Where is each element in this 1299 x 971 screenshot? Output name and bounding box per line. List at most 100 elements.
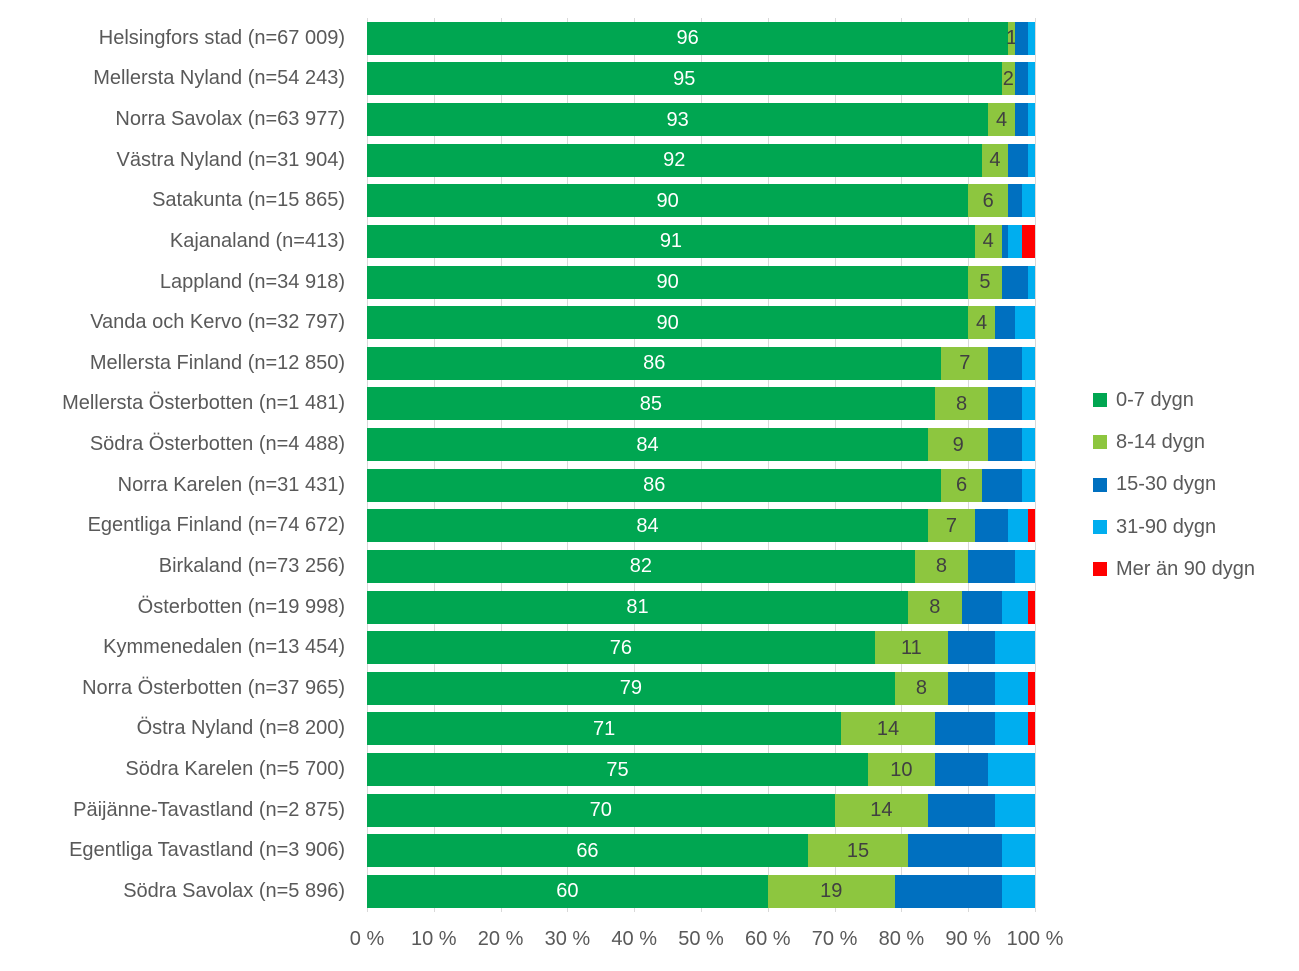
chart-row: Lappland (n=34 918) 90 5: [0, 262, 1035, 303]
bar-segment-0: 90: [367, 265, 969, 299]
bar-segment-3: [1021, 184, 1035, 218]
category-label: Norra Karelen (n=31 431): [117, 473, 345, 496]
bar-value-label: 79: [619, 677, 642, 700]
chart-row: Helsingfors stad (n=67 009) 96 1: [0, 18, 1035, 59]
chart-row: Södra Karelen (n=5 700) 75 10: [0, 749, 1035, 790]
bar-segment-1: 4: [968, 306, 995, 340]
bar-segment-4: [1028, 590, 1035, 624]
bar-segment-3: [1001, 834, 1035, 868]
bar-segment-2: [934, 712, 995, 746]
bar-segment-3: [994, 631, 1035, 665]
bar-value-label: 6: [955, 474, 968, 497]
bar-value-label: 70: [589, 799, 612, 822]
bar-track: 81 8: [367, 590, 1035, 624]
category-label: Norra Österbotten (n=37 965): [82, 676, 345, 699]
category-label: Norra Savolax (n=63 977): [115, 108, 345, 131]
bar-segment-3: [1028, 62, 1035, 96]
bar-segment-4: [1028, 671, 1035, 705]
bar-segment-2: [948, 631, 995, 665]
bar-track: 86 6: [367, 468, 1035, 502]
legend: 0-7 dygn 8-14 dygn 15-30 dygn 31-90 dygn Mer…: [1093, 379, 1255, 590]
bar-value-label: 84: [636, 514, 659, 537]
chart-row: Vanda och Kervo (n=32 797) 90 4: [0, 302, 1035, 343]
bar-segment-1: 14: [841, 712, 935, 746]
bar-segment-0: 70: [367, 793, 835, 827]
category-label: Södra Österbotten (n=4 488): [89, 433, 345, 456]
category-label: Birkaland (n=73 256): [158, 554, 345, 577]
gridline: [433, 18, 435, 912]
bar-segment-0: 60: [367, 874, 768, 908]
x-tick-label: 0 %: [349, 928, 385, 950]
bar-segment-2: [948, 671, 995, 705]
bar-track: 93 4: [367, 103, 1035, 137]
bar-track: 84 7: [367, 509, 1035, 543]
bar-value-label: 10: [890, 758, 913, 781]
bar-segment-3: [988, 753, 1035, 787]
bar-track: 90 6: [367, 184, 1035, 218]
bar-value-label: 93: [666, 108, 689, 131]
bar-segment-4: [1028, 712, 1035, 746]
bar-segment-2: [1001, 224, 1009, 258]
bar-value-label: 8: [915, 677, 927, 700]
category-label: Kymmenedalen (n=13 454): [103, 636, 345, 659]
bar-segment-3: [994, 793, 1035, 827]
category-label: Österbotten (n=19 998): [137, 595, 345, 618]
bar-segment-1: 11: [874, 631, 949, 665]
bar-value-label: 91: [659, 230, 683, 253]
bar-value-label: 8: [955, 392, 968, 415]
bar-segment-2: [968, 549, 1015, 583]
bar-track: 82 8: [367, 549, 1035, 583]
bar-segment-1: 8: [914, 549, 969, 583]
chart-row: Mellersta Finland (n=12 850) 86 7: [0, 343, 1035, 384]
bar-segment-0: 90: [367, 306, 969, 340]
bar-segment-3: [994, 671, 1029, 705]
bar-value-label: 14: [876, 717, 900, 740]
bar-segment-1: 1: [1006, 21, 1018, 55]
bar-segment-2: [934, 753, 989, 787]
bar-value-label: 5: [979, 271, 991, 294]
bar-segment-2: [1014, 21, 1029, 55]
plot-gridlines: [367, 18, 1036, 912]
bar-segment-3: [1014, 306, 1035, 340]
bar-segment-0: 76: [367, 631, 875, 665]
bar-value-label: 81: [626, 596, 649, 619]
bar-segment-4: [1021, 224, 1035, 258]
bar-track: 76 11: [367, 631, 1035, 665]
bar-segment-1: 6: [968, 184, 1009, 218]
bar-value-label: 76: [609, 636, 632, 659]
bar-segment-2: [1014, 62, 1029, 96]
bar-segment-0: 81: [367, 590, 909, 624]
x-tick-label: 70 %: [811, 928, 858, 950]
bar-segment-1: 19: [767, 874, 895, 908]
bar-value-label: 75: [606, 758, 629, 781]
bar-segment-2: [1008, 143, 1029, 177]
x-tick-label: 60 %: [745, 928, 791, 950]
legend-label: Mer än 90 dygn: [1116, 557, 1255, 580]
bar-value-label: 15: [846, 839, 870, 862]
bar-segment-2: [988, 346, 1022, 380]
bar-track: 96 1: [367, 21, 1035, 55]
bar-segment-1: 6: [941, 468, 982, 502]
bar-segment-2: [981, 468, 1022, 502]
bar-value-label: 9: [952, 433, 964, 456]
bar-segment-3: [1021, 428, 1035, 462]
bar-value-label: 1: [1006, 27, 1018, 50]
chart-row: Päijänne-Tavastland (n=2 875) 70 14: [0, 790, 1035, 831]
bar-value-label: 8: [935, 555, 948, 578]
x-tick-label: 40 %: [611, 928, 657, 950]
chart-row: Norra Savolax (n=63 977) 93 4: [0, 99, 1035, 140]
bar-segment-3: [1021, 346, 1035, 380]
bar-value-label: 19: [820, 880, 843, 903]
bar-segment-0: 75: [367, 753, 868, 787]
bar-segment-2: [994, 306, 1015, 340]
bar-segment-3: [1028, 103, 1035, 137]
chart-row: Södra Savolax (n=5 896) 60 19: [0, 871, 1035, 912]
gridline: [968, 18, 970, 912]
category-label: Helsingfors stad (n=67 009): [98, 26, 345, 49]
bar-segment-0: 71: [367, 712, 842, 746]
x-tick-label: 100 %: [1006, 928, 1064, 950]
bar-segment-0: 79: [367, 671, 895, 705]
category-label: Mellersta Österbotten (n=1 481): [62, 392, 345, 415]
legend-swatch: [1093, 562, 1107, 577]
